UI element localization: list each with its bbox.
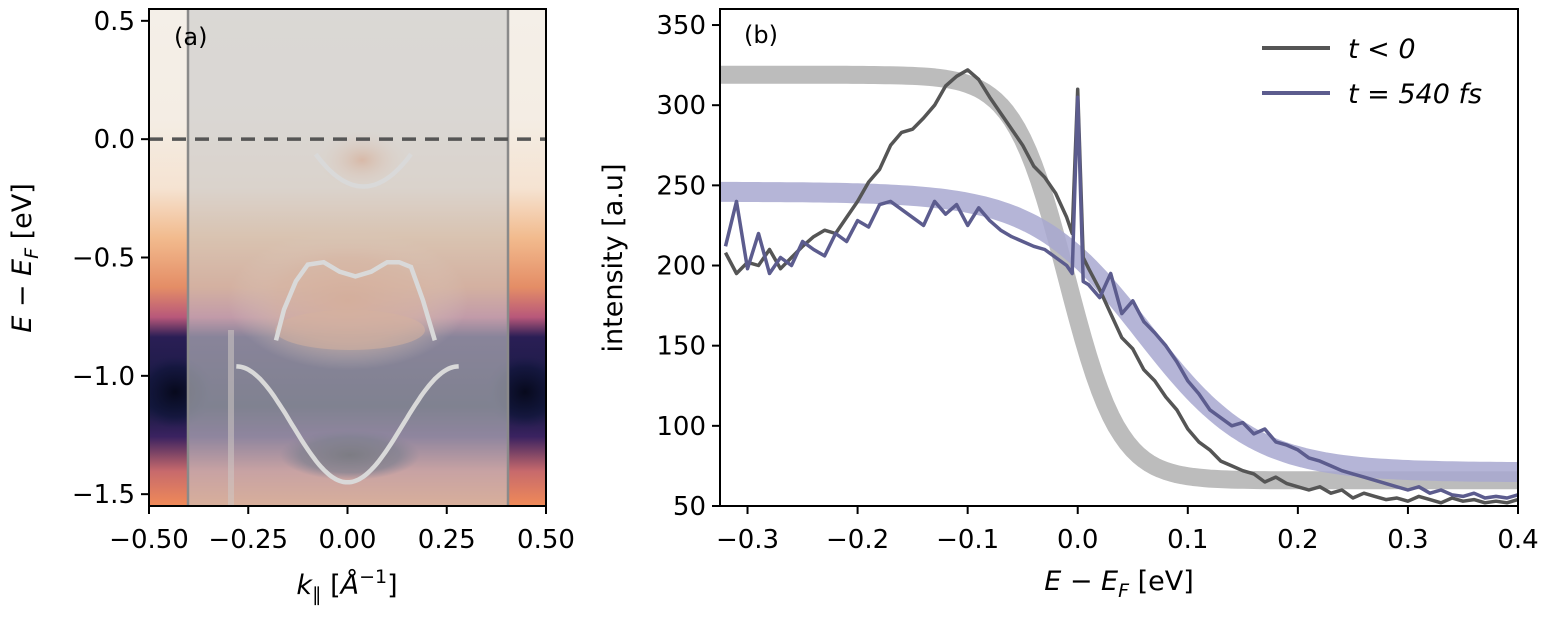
xlabel-open: [ [321, 570, 340, 601]
panel-b-x-axis: −0.3 −0.2 −0.1 0.0 0.1 0.2 0.3 0.4 [716, 506, 1539, 555]
panel-a-x-axis: −0.50 −0.25 0.00 0.25 0.50 [109, 506, 575, 555]
y-tick-label: 0.5 [94, 7, 135, 37]
valence-band-curve [236, 364, 459, 485]
conduction-band-curve [313, 152, 413, 189]
xlabel-unit: [eV] [1129, 566, 1194, 597]
xlabel-unit: Å [339, 569, 359, 601]
fit-band-t-negative [720, 65, 1518, 490]
x-tick-label: −0.3 [716, 525, 779, 555]
y-tick-label: 250 [656, 171, 706, 201]
x-tick-label: 0.4 [1497, 525, 1538, 555]
panel-a-xlabel: k∥ [Å−1] [296, 566, 397, 606]
legend-label-t-negative: t < 0 [1348, 34, 1416, 65]
panel-b-label: (b) [744, 21, 778, 49]
xlabel-exponent: −1 [359, 566, 387, 588]
panel-a-label: (a) [174, 23, 207, 51]
series-line-t-540fs [723, 95, 1518, 500]
x-tick-label: 0.0 [1057, 525, 1098, 555]
xlabel-subscript: ∥ [312, 584, 322, 606]
xlabel-close: ] [387, 570, 398, 601]
panel-a: (a) −0.50 −0.25 0.00 0.25 0.50 0.5 0.0 −0.5 −1.… [7, 7, 575, 606]
y-tick-label: 300 [656, 91, 706, 121]
ylabel-unit: [eV] [7, 183, 38, 248]
xlabel-main: E − E [1044, 566, 1118, 597]
x-tick-label: 0.2 [1277, 525, 1318, 555]
panel-a-y-axis: 0.5 0.0 −0.5 −1.0 −1.5 [72, 7, 149, 510]
series-line-t-negative [723, 68, 1518, 505]
x-tick-label: 0.1 [1167, 525, 1208, 555]
xlabel-symbol: k [296, 570, 313, 601]
y-tick-label: 50 [673, 492, 706, 522]
x-tick-label: −0.25 [208, 525, 288, 555]
arpes-heatmap [149, 9, 546, 506]
y-tick-label: 150 [656, 332, 706, 362]
x-tick-label: −0.2 [826, 525, 889, 555]
panel-b-ylabel: intensity [a.u] [598, 164, 629, 353]
x-tick-label: 0.50 [517, 525, 575, 555]
x-tick-label: 0.3 [1387, 525, 1428, 555]
legend: t < 0 t = 540 fs [1262, 34, 1482, 110]
ylabel-subscript: F [21, 247, 43, 259]
x-tick-label: −0.50 [109, 525, 189, 555]
x-tick-label: −0.1 [936, 525, 999, 555]
ylabel-main: E − E [7, 259, 38, 333]
y-tick-label: 350 [656, 11, 706, 41]
legend-label-t-540fs: t = 540 fs [1348, 79, 1482, 110]
panel-a-ylabel: E − EF [eV] [7, 183, 43, 333]
y-tick-label: 200 [656, 252, 706, 282]
y-tick-label: −1.0 [72, 362, 135, 392]
panel-b: (b) −0.3 −0.2 −0.1 0.0 0.1 0.2 0.3 0.4 50 100 150… [598, 8, 1539, 602]
x-tick-label: 0.00 [319, 525, 377, 555]
y-tick-label: −0.5 [72, 244, 135, 274]
panel-b-xlabel: E − EF [eV] [1044, 566, 1194, 602]
y-tick-label: 100 [656, 412, 706, 442]
x-tick-label: 0.25 [418, 525, 476, 555]
y-tick-label: 0.0 [94, 125, 135, 155]
y-tick-label: −1.5 [72, 480, 135, 510]
panel-b-y-axis: 50 100 150 200 250 300 350 [656, 11, 720, 522]
xlabel-subscript: F [1118, 580, 1130, 602]
m-shaped-band-curve [273, 259, 437, 341]
